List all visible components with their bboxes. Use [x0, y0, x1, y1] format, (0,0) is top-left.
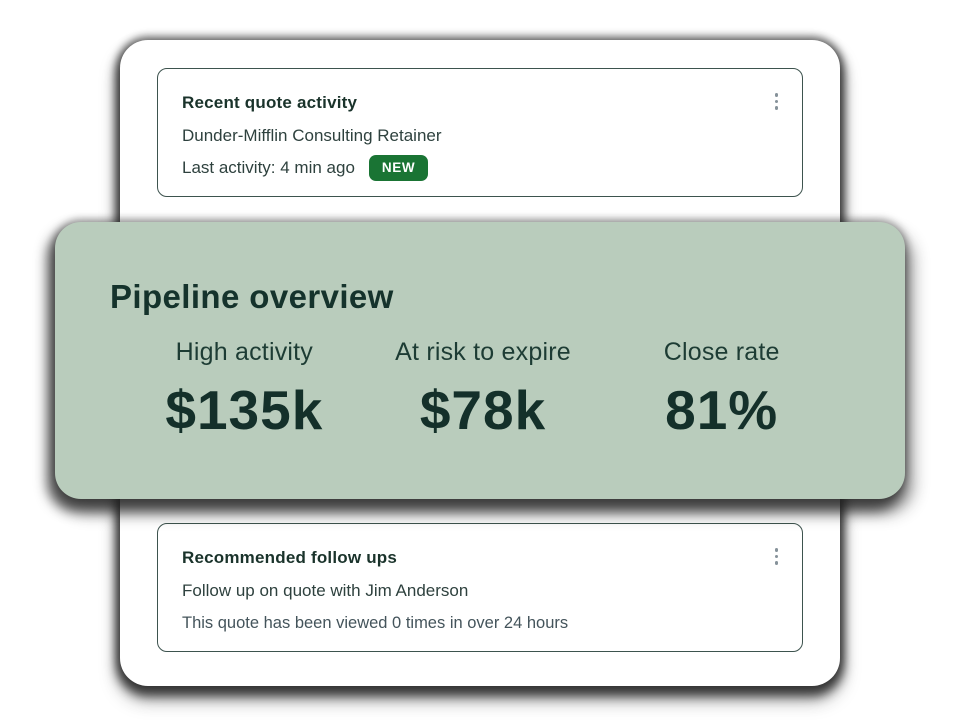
kebab-menu-icon[interactable]: [771, 89, 783, 114]
stat-at-risk: At risk to expire $78k: [364, 338, 603, 442]
followup-recommendation: Follow up on quote with Jim Anderson: [182, 581, 469, 600]
stat-value: 81%: [665, 379, 779, 441]
new-status-badge: NEW: [368, 155, 429, 181]
last-activity-row: Last activity: 4 min ago NEW: [182, 155, 778, 181]
recent-quote-activity-card: Recent quote activity Dunder-Mifflin Con…: [157, 68, 803, 197]
pipeline-overview-title: Pipeline overview: [110, 278, 394, 315]
followup-detail: This quote has been viewed 0 times in ov…: [182, 614, 569, 632]
recommended-followups-card: Recommended follow ups Follow up on quot…: [157, 523, 803, 652]
stat-label: High activity: [175, 338, 314, 366]
last-activity-text: Last activity: 4 min ago: [182, 157, 355, 177]
pipeline-overview-panel: Pipeline overview High activity $135k At…: [55, 222, 905, 499]
quote-name: Dunder-Mifflin Consulting Retainer: [182, 126, 442, 145]
stat-value: $78k: [419, 379, 547, 441]
stat-value: $135k: [165, 379, 324, 441]
stat-high-activity: High activity $135k: [125, 338, 364, 442]
recent-quote-activity-title: Recent quote activity: [182, 93, 358, 112]
stat-label: At risk to expire: [395, 338, 571, 366]
stat-label: Close rate: [663, 338, 780, 366]
pipeline-stats-row: High activity $135k At risk to expire $7…: [125, 338, 841, 442]
recommended-followups-title: Recommended follow ups: [182, 548, 398, 567]
stat-close-rate: Close rate 81%: [602, 338, 841, 442]
kebab-menu-icon[interactable]: [771, 544, 783, 569]
